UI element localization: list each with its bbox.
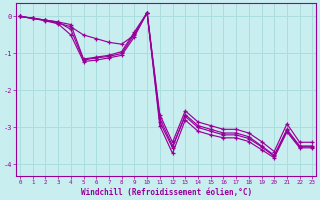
X-axis label: Windchill (Refroidissement éolien,°C): Windchill (Refroidissement éolien,°C): [81, 188, 252, 197]
